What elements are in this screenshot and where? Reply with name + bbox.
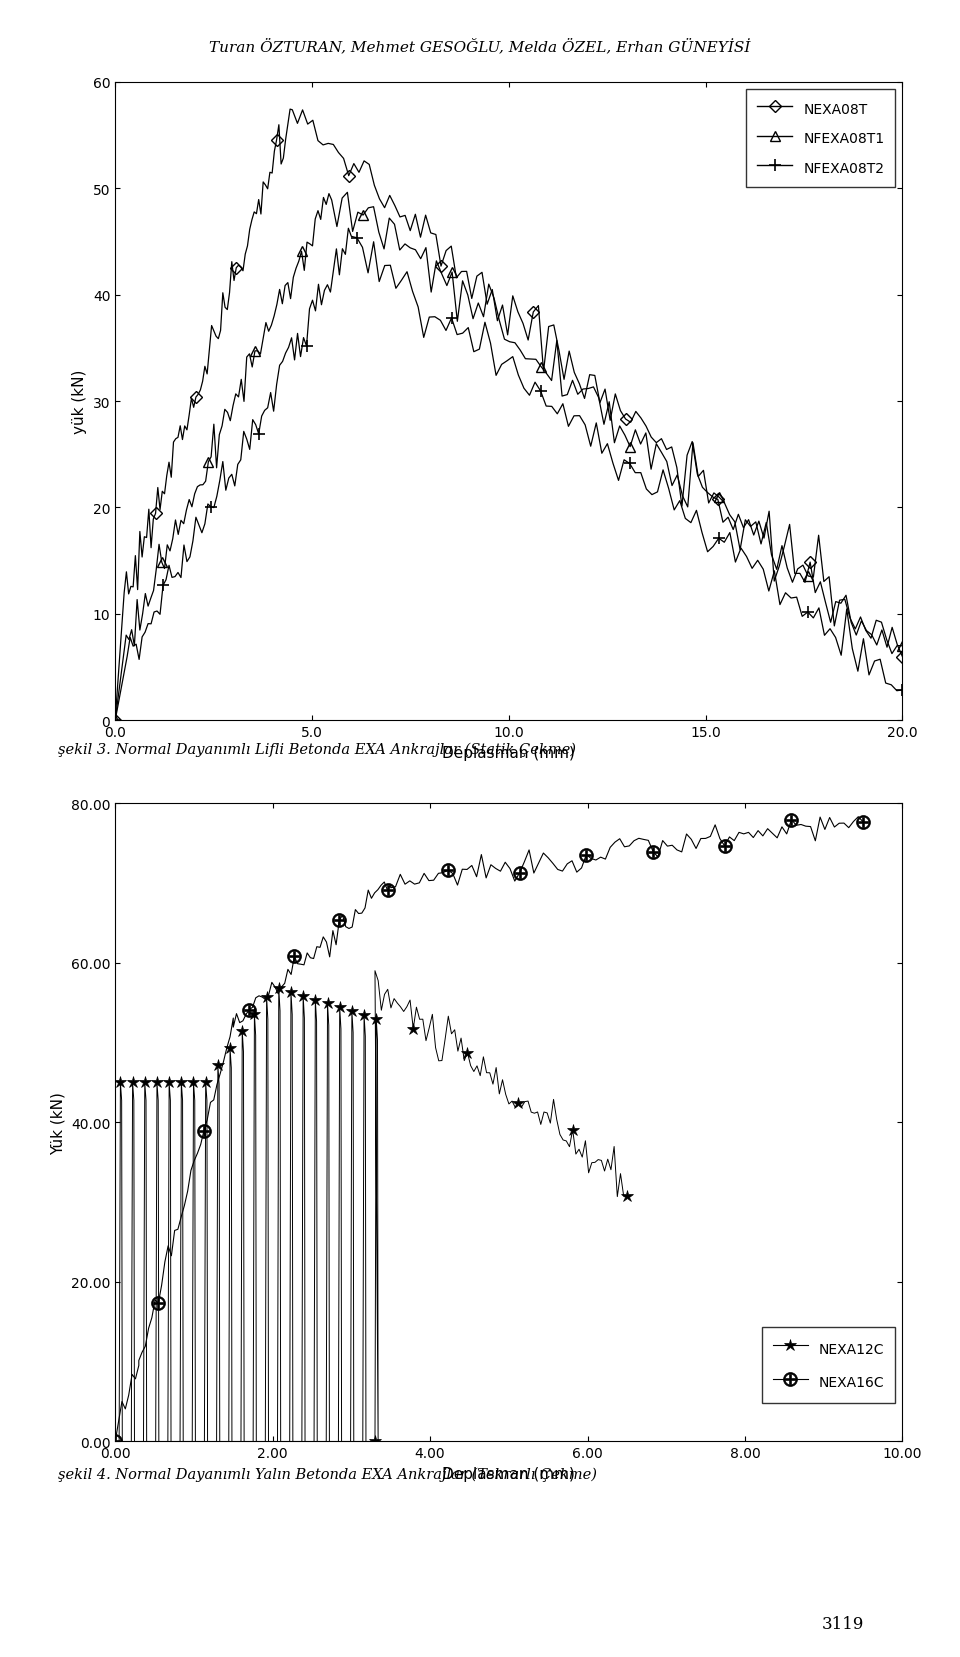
Text: şekil 4. Normal Dayanımlı Yalın Betonda EXA Ankrajlar (Tekrarlı Çekme): şekil 4. Normal Dayanımlı Yalın Betonda … (58, 1466, 596, 1481)
Y-axis label: yük (kN): yük (kN) (72, 370, 87, 434)
X-axis label: Deplasman (mm): Deplasman (mm) (443, 746, 575, 761)
Legend: NEXA12C, NEXA16C: NEXA12C, NEXA16C (762, 1327, 896, 1403)
X-axis label: Deplasman (mm): Deplasman (mm) (443, 1466, 575, 1481)
Text: 3119: 3119 (822, 1616, 864, 1632)
Text: Turan ÖZTURAN, Mehmet GESOĞLU, Melda ÖZEL, Erhan GÜNEYİSİ: Turan ÖZTURAN, Mehmet GESOĞLU, Melda ÖZE… (209, 38, 751, 53)
Text: şekil 3. Normal Dayanımlı Lifli Betonda EXA Ankrajlar (Statik Çekme): şekil 3. Normal Dayanımlı Lifli Betonda … (58, 742, 576, 757)
Y-axis label: Yük (kN): Yük (kN) (50, 1092, 65, 1153)
Legend: NEXA08T, NFEXA08T1, NFEXA08T2: NEXA08T, NFEXA08T1, NFEXA08T2 (746, 89, 896, 187)
